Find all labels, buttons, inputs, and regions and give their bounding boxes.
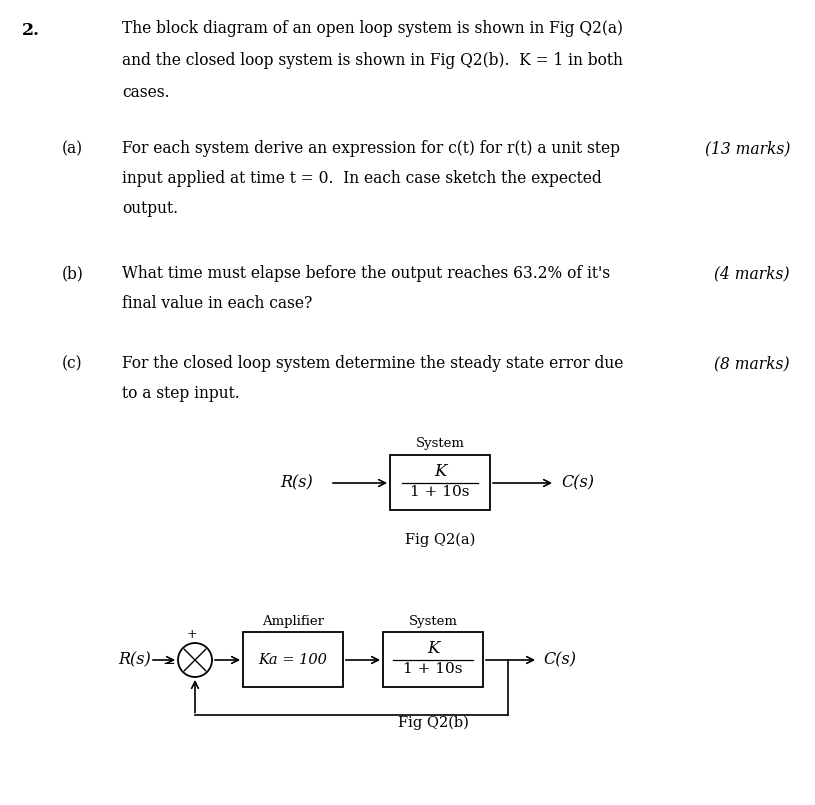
Text: R(s): R(s) bbox=[280, 474, 313, 492]
Bar bbox=[243, 633, 343, 687]
Text: For the closed loop system determine the steady state error due: For the closed loop system determine the… bbox=[122, 355, 623, 372]
Text: K: K bbox=[427, 640, 439, 657]
Text: output.: output. bbox=[122, 200, 178, 217]
Text: Ka = 100: Ka = 100 bbox=[258, 653, 328, 667]
Text: Fig Q2(b): Fig Q2(b) bbox=[398, 716, 469, 730]
Text: The block diagram of an open loop system is shown in Fig Q2(a): The block diagram of an open loop system… bbox=[122, 20, 623, 37]
Text: Fig Q2(a): Fig Q2(a) bbox=[405, 532, 475, 547]
Text: System: System bbox=[408, 614, 457, 628]
Text: −: − bbox=[162, 657, 175, 671]
Text: +: + bbox=[187, 628, 197, 641]
Text: Amplifier: Amplifier bbox=[262, 614, 324, 628]
Text: (13 marks): (13 marks) bbox=[705, 140, 790, 157]
Text: (b): (b) bbox=[62, 265, 84, 282]
Text: System: System bbox=[416, 437, 465, 451]
Text: (a): (a) bbox=[62, 140, 83, 157]
Text: For each system derive an expression for c(t) for r(t) a unit step: For each system derive an expression for… bbox=[122, 140, 620, 157]
Text: C(s): C(s) bbox=[543, 651, 576, 668]
Text: 2.: 2. bbox=[22, 22, 40, 39]
Text: 1 + 10s: 1 + 10s bbox=[410, 485, 469, 499]
Text: What time must elapse before the output reaches 63.2% of it's: What time must elapse before the output … bbox=[122, 265, 610, 282]
Text: R(s): R(s) bbox=[118, 651, 151, 668]
Bar bbox=[383, 633, 483, 687]
Text: C(s): C(s) bbox=[561, 474, 594, 492]
Text: K: K bbox=[434, 463, 446, 480]
Text: (8 marks): (8 marks) bbox=[715, 355, 790, 372]
Text: 1 + 10s: 1 + 10s bbox=[403, 662, 463, 676]
Text: (4 marks): (4 marks) bbox=[715, 265, 790, 282]
Text: input applied at time t = 0.  In each case sketch the expected: input applied at time t = 0. In each cas… bbox=[122, 170, 601, 187]
Text: to a step input.: to a step input. bbox=[122, 385, 240, 402]
Text: (c): (c) bbox=[62, 355, 82, 372]
Bar bbox=[390, 456, 490, 510]
Text: cases.: cases. bbox=[122, 84, 170, 101]
Text: final value in each case?: final value in each case? bbox=[122, 295, 312, 312]
Text: and the closed loop system is shown in Fig Q2(b).  K = 1 in both: and the closed loop system is shown in F… bbox=[122, 52, 623, 69]
